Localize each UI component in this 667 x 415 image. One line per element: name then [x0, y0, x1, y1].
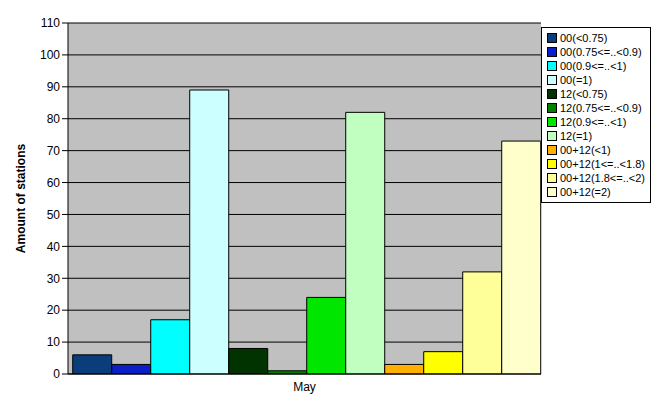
- html-text:00+12(=2): 00+12(=2): [560, 186, 611, 198]
- html-text:00+12(1<=..<1.8): 00+12(1<=..<1.8): [560, 158, 645, 170]
- svg-text:50: 50: [47, 208, 61, 222]
- svg-text:40: 40: [47, 240, 61, 254]
- svg-text:May: May: [293, 380, 316, 394]
- svg-text:90: 90: [47, 80, 61, 94]
- svg-text:0: 0: [53, 367, 60, 381]
- svg-text:80: 80: [47, 112, 61, 126]
- html-text:00(=1): 00(=1): [560, 74, 593, 86]
- html-text:00(<0.75): 00(<0.75): [560, 32, 608, 44]
- html-text:00+12(1.8<=..<2): 00+12(1.8<=..<2): [560, 172, 645, 184]
- svg-text:10: 10: [47, 335, 61, 349]
- svg-text:30: 30: [47, 272, 61, 286]
- svg-text:20: 20: [47, 303, 61, 317]
- html-text:12(0.9<=..<1): 12(0.9<=..<1): [560, 116, 627, 128]
- svg-text:70: 70: [47, 144, 61, 158]
- svg-text:110: 110: [41, 16, 60, 30]
- svg-text:Amount of stations: Amount of stations: [14, 144, 28, 254]
- html-text:12(0.75<=..<0.9): 12(0.75<=..<0.9): [560, 102, 642, 114]
- html-text:12(=1): 12(=1): [560, 130, 593, 142]
- html-text:00(0.9<=..<1): 00(0.9<=..<1): [560, 60, 627, 72]
- html-text:12(<0.75): 12(<0.75): [560, 88, 608, 100]
- svg-text:100: 100: [40, 48, 60, 62]
- html-text:00(0.75<=..<0.9): 00(0.75<=..<0.9): [560, 46, 642, 58]
- html-text:00+12(<1): 00+12(<1): [560, 144, 611, 156]
- svg-text:60: 60: [47, 176, 61, 190]
